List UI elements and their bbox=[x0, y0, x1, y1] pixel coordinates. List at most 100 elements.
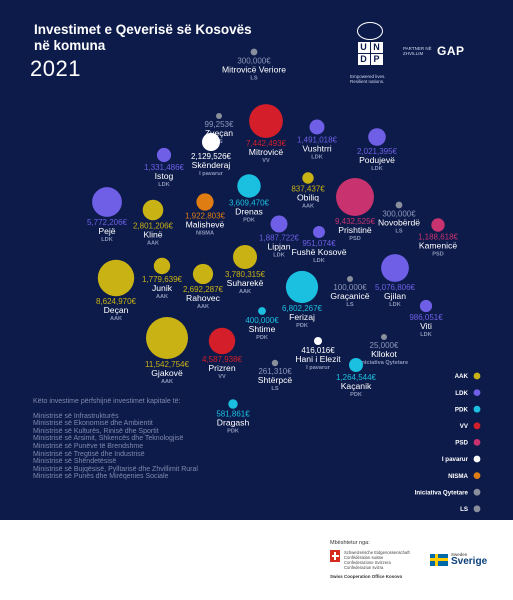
bubble-party-label: PDK bbox=[256, 335, 268, 341]
legend-swatch bbox=[473, 472, 481, 479]
bubble-value-label: 5,772,206€ bbox=[87, 218, 128, 227]
bubble bbox=[250, 48, 258, 56]
bubble-party-label: PDK bbox=[296, 323, 308, 329]
bubble-party-label: LDK bbox=[389, 302, 401, 308]
page-year: 2021 bbox=[30, 56, 81, 81]
bubble-party-label: LDK bbox=[311, 155, 323, 161]
swiss-office: Swiss Cooperation Office Kosovo bbox=[330, 574, 403, 579]
bubble bbox=[431, 218, 445, 232]
bubble-party-label: I pavarur bbox=[199, 171, 223, 177]
swiss-line: Confédération suisse bbox=[344, 555, 384, 560]
bubble-party-label: LS bbox=[271, 386, 278, 392]
bubble-name-label: Zveçan bbox=[205, 128, 233, 138]
undp-letter: P bbox=[370, 54, 383, 65]
bubble-party-label: VV bbox=[218, 374, 226, 380]
bubble-name-label: Suharekë bbox=[227, 278, 264, 288]
bubble-name-label: Malishevë bbox=[186, 220, 225, 230]
ministry-item: Ministrisë së Punëve të Brendshme bbox=[33, 442, 144, 450]
bubble-value-label: 2,692,287€ bbox=[183, 285, 224, 294]
bubble-name-label: Rahovec bbox=[186, 293, 221, 303]
bubble bbox=[270, 215, 288, 233]
bubble-name-label: Pejë bbox=[98, 226, 115, 236]
bubble-party-label: LDK bbox=[273, 252, 285, 258]
bubble-name-label: Novobërdë bbox=[378, 217, 420, 227]
bubble-value-label: 261,310€ bbox=[258, 367, 292, 376]
bubble-name-label: Lipjan bbox=[268, 241, 291, 251]
bubble-name-label: Istog bbox=[155, 171, 174, 181]
legend-swatch bbox=[473, 439, 481, 446]
bubble bbox=[192, 263, 214, 285]
bubble-name-label: Junik bbox=[152, 283, 173, 293]
bubble-value-label: 11,542,754€ bbox=[145, 360, 189, 369]
bubble-party-label: AAK bbox=[147, 240, 159, 246]
bubble bbox=[309, 119, 325, 135]
bubble bbox=[92, 187, 122, 217]
bubble-party-label: Iniciativa Qytetare bbox=[360, 360, 408, 366]
bubble-party-label: AAK bbox=[197, 304, 209, 310]
bubble bbox=[208, 327, 236, 355]
bubble-party-label: AAK bbox=[302, 204, 314, 210]
bubble-value-label: 416,016€ bbox=[301, 346, 335, 355]
legend-swatch bbox=[473, 455, 481, 463]
bubble-name-label: Ferizaj bbox=[289, 312, 315, 322]
legend-label: LS bbox=[460, 506, 468, 513]
bubble bbox=[285, 270, 319, 304]
legend-label: LDK bbox=[455, 390, 468, 397]
bubble-party-label: AAK bbox=[239, 289, 251, 295]
bubble bbox=[395, 201, 403, 209]
legend-label: PDK bbox=[455, 406, 469, 413]
bubble-party-label: AAK bbox=[110, 316, 122, 322]
bubble-value-label: 4,587,938€ bbox=[202, 355, 243, 364]
bubble-name-label: Gjilan bbox=[384, 291, 406, 301]
bubble-value-label: 1,264,544€ bbox=[336, 373, 377, 382]
bubble bbox=[302, 172, 314, 184]
bubble-party-label: NISMA bbox=[196, 231, 214, 237]
bubble bbox=[271, 359, 279, 367]
bubble-party-label: VV bbox=[262, 158, 270, 164]
legend-swatch bbox=[473, 505, 481, 513]
undp-letter: N bbox=[370, 42, 383, 53]
ministries-note: Këto investime përfshijnë investimet kap… bbox=[33, 398, 253, 481]
bubble bbox=[314, 337, 322, 345]
un-emblem-icon bbox=[357, 22, 383, 40]
legend-label: NISMA bbox=[448, 473, 468, 480]
bubble-party-label: AAK bbox=[161, 379, 173, 385]
bubble-name-label: Klinë bbox=[143, 229, 162, 239]
legend-swatch bbox=[473, 389, 481, 396]
bubble-value-label: 7,442,493€ bbox=[246, 139, 287, 148]
bubble-value-label: 9,432,525€ bbox=[335, 217, 376, 226]
bubble-value-label: 1,922,803€ bbox=[185, 212, 226, 221]
bubble-name-label: Shtërpcë bbox=[258, 375, 293, 385]
bubble bbox=[156, 147, 172, 163]
bubble bbox=[381, 334, 387, 340]
bubble-name-label: Kllokot bbox=[371, 349, 397, 359]
ministry-item: Ministrisë së Tregtisë dhe Industrisë bbox=[33, 450, 145, 458]
legend-label: I pavarur bbox=[442, 456, 469, 463]
sweden-big: Sverige bbox=[451, 556, 488, 567]
bubble-value-label: 25,000€ bbox=[370, 341, 399, 350]
bubble-party-label: PDK bbox=[227, 429, 239, 435]
bubble-value-label: 99,253€ bbox=[205, 120, 234, 129]
bubble-name-label: Fushë Kosovë bbox=[292, 247, 347, 257]
bubble-name-label: Graçanicë bbox=[330, 291, 369, 301]
bubble-name-label: Vushtrri bbox=[302, 144, 331, 154]
bubble bbox=[249, 104, 283, 138]
bubble bbox=[313, 226, 325, 238]
bubble-value-label: 1,887,722€ bbox=[259, 233, 300, 242]
bubble-party-label: PSD bbox=[349, 236, 361, 242]
bubble-value-label: 6,802,267€ bbox=[282, 304, 323, 313]
bubble-party-label: PDK bbox=[350, 392, 362, 398]
bubble-party-label: AAK bbox=[156, 294, 168, 300]
bubble-name-label: Mitrovicë Veriore bbox=[222, 64, 286, 74]
bubble bbox=[336, 178, 374, 216]
